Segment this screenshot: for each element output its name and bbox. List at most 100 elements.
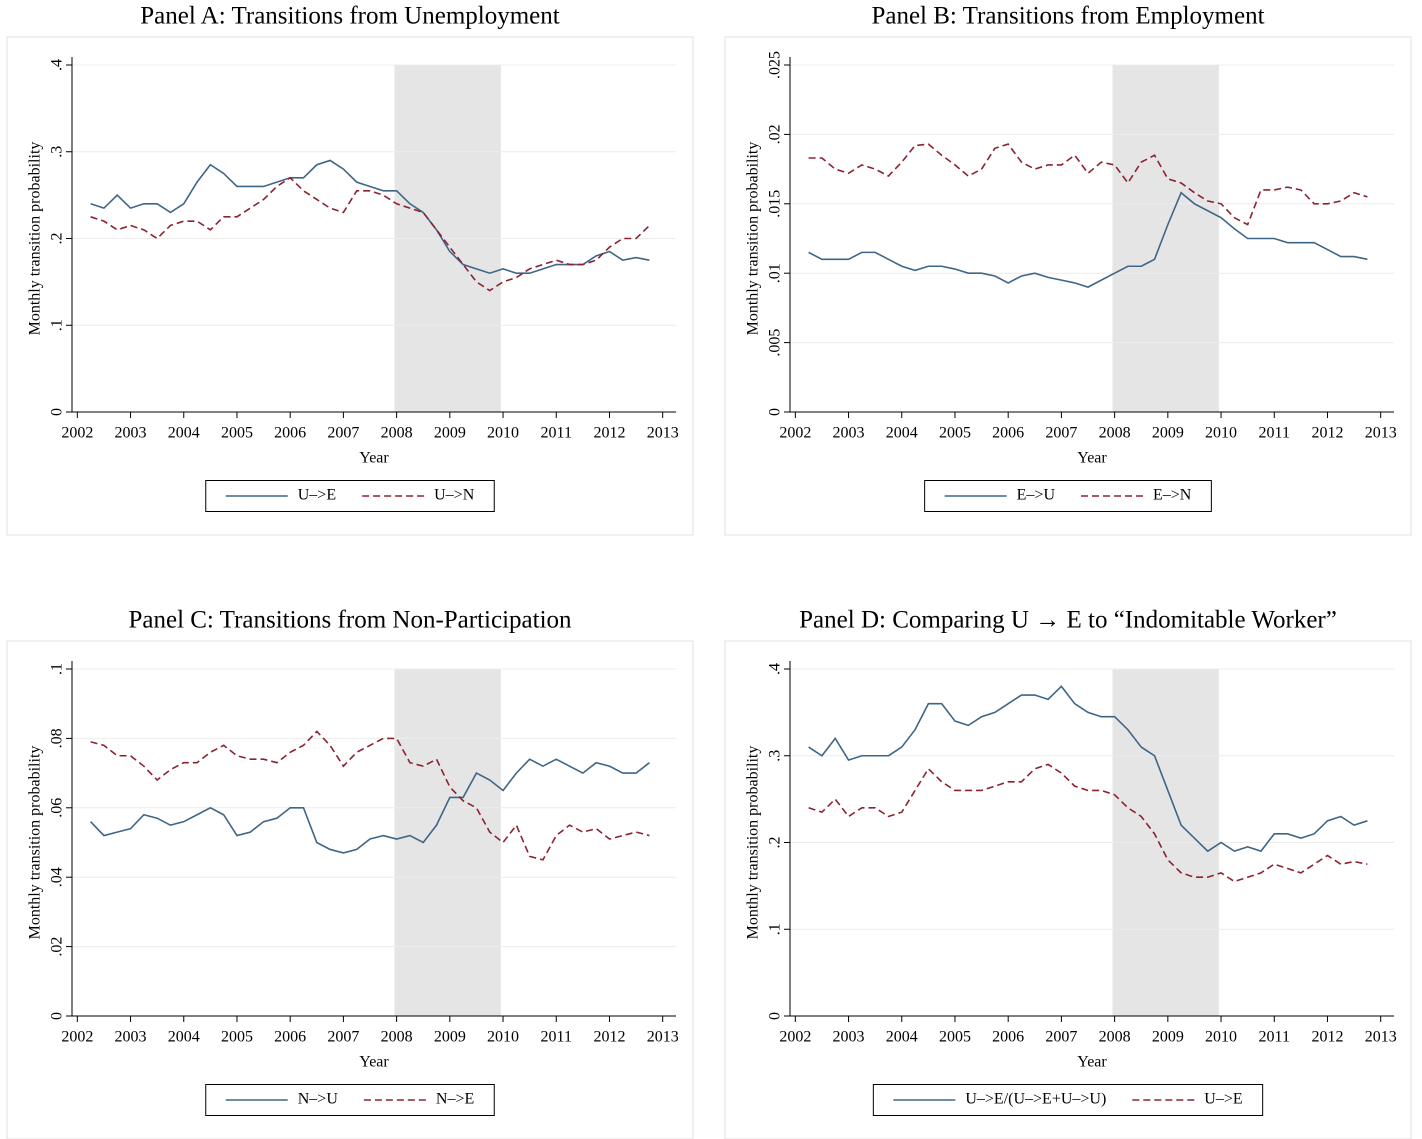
series-line — [90, 176, 650, 292]
legend-label: U–>E/(U–>E+U–>U) — [965, 1091, 1106, 1108]
y-tick-label: .04 — [49, 867, 66, 887]
x-tick-label: 2003 — [115, 1029, 147, 1046]
panel-title: Panel A: Transitions from Unemployment — [140, 3, 560, 30]
x-axis-label: Year — [359, 1054, 389, 1071]
series-line — [90, 730, 650, 861]
series-line — [808, 143, 1368, 226]
x-tick-label: 2011 — [541, 1029, 572, 1046]
x-tick-label: 2011 — [1259, 1029, 1290, 1046]
x-tick-label: 2008 — [1099, 1029, 1131, 1046]
y-tick-label: .02 — [49, 937, 66, 957]
panel-title: Panel C: Transitions from Non-Participat… — [128, 607, 572, 634]
legend-box — [205, 480, 495, 512]
legend: N–>U N–>E — [205, 1084, 495, 1116]
y-tick-label: .01 — [767, 263, 784, 283]
x-tick-label: 2011 — [541, 425, 572, 442]
x-tick-label: 2007 — [327, 425, 359, 442]
x-tick-label: 2006 — [274, 1029, 306, 1046]
y-tick-label: .4 — [767, 663, 784, 675]
x-axis-label: Year — [359, 450, 389, 467]
x-tick-label: 2002 — [779, 1029, 811, 1046]
legend-box — [924, 480, 1212, 512]
x-tick-label: 2008 — [381, 425, 413, 442]
legend-label: U–>N — [434, 487, 475, 504]
x-tick-label: 2010 — [487, 1029, 519, 1046]
y-axis-label: Monthly transition probability — [27, 746, 44, 940]
y-tick-label: .3 — [49, 146, 66, 158]
x-tick-label: 2012 — [1311, 1029, 1343, 1046]
panel-frame — [724, 36, 1412, 536]
y-tick-label: .06 — [49, 798, 66, 818]
legend-label: E–>U — [1017, 487, 1056, 504]
legend: U–>E/(U–>E+U–>U) U–>E — [872, 1084, 1264, 1116]
x-tick-label: 2005 — [221, 425, 253, 442]
legend: E–>U E–>N — [924, 480, 1212, 512]
y-tick-label: .2 — [767, 837, 784, 849]
x-tick-label: 2003 — [833, 1029, 865, 1046]
x-tick-label: 2010 — [1205, 425, 1237, 442]
x-tick-label: 2004 — [168, 425, 200, 442]
x-tick-label: 2013 — [1365, 425, 1397, 442]
x-tick-label: 2005 — [939, 1029, 971, 1046]
y-tick-label: .1 — [767, 923, 784, 935]
y-axis-label: Monthly transition probability — [745, 746, 762, 940]
x-axis-label: Year — [1077, 1054, 1107, 1071]
x-tick-label: 2010 — [487, 425, 519, 442]
x-tick-label: 2008 — [381, 1029, 413, 1046]
panel-title: Panel D: Comparing U → E to “Indomitable… — [799, 607, 1337, 634]
y-axis-label: Monthly transition probability — [745, 142, 762, 336]
x-tick-label: 2013 — [647, 425, 679, 442]
x-tick-label: 2003 — [833, 425, 865, 442]
x-tick-label: 2009 — [434, 425, 466, 442]
legend-label: E–>N — [1153, 487, 1192, 504]
x-tick-label: 2005 — [939, 425, 971, 442]
legend: U–>E U–>N — [205, 480, 495, 512]
y-tick-label: 0 — [49, 1012, 66, 1020]
y-tick-label: .02 — [767, 124, 784, 144]
x-axis-label: Year — [1077, 450, 1107, 467]
x-tick-label: 2012 — [593, 425, 625, 442]
x-tick-label: 2004 — [886, 425, 918, 442]
series-line — [808, 763, 1368, 883]
y-tick-label: .4 — [49, 59, 66, 71]
x-tick-label: 2009 — [1152, 1029, 1184, 1046]
y-tick-label: .1 — [49, 319, 66, 331]
x-tick-label: 2007 — [1045, 1029, 1077, 1046]
panel-frame — [6, 640, 694, 1139]
y-tick-label: .1 — [49, 663, 66, 675]
panel: Panel B: Transitions from Employment 0 .00… — [724, 3, 1412, 536]
y-tick-label: 0 — [49, 408, 66, 416]
series-line — [808, 191, 1368, 288]
shaded-region — [394, 669, 501, 1016]
panel-frame — [724, 640, 1412, 1139]
x-tick-label: 2005 — [221, 1029, 253, 1046]
y-tick-label: 0 — [767, 1012, 784, 1020]
y-tick-label: .025 — [767, 51, 784, 79]
x-tick-label: 2009 — [434, 1029, 466, 1046]
x-tick-label: 2008 — [1099, 425, 1131, 442]
x-tick-label: 2011 — [1259, 425, 1290, 442]
panel-title: Panel B: Transitions from Employment — [871, 3, 1264, 30]
x-tick-label: 2002 — [61, 1029, 93, 1046]
y-tick-label: .015 — [767, 190, 784, 218]
panel: Panel C: Transitions from Non-Participat… — [6, 607, 694, 1139]
legend-label: U–>E — [1204, 1091, 1242, 1108]
panel: Panel D: Comparing U → E to “Indomitable… — [724, 607, 1412, 1139]
y-axis-label: Monthly transition probability — [27, 142, 44, 336]
shaded-region — [1112, 65, 1219, 412]
x-tick-label: 2013 — [647, 1029, 679, 1046]
x-tick-label: 2006 — [274, 425, 306, 442]
x-tick-label: 2002 — [779, 425, 811, 442]
y-tick-label: .3 — [767, 750, 784, 762]
x-tick-label: 2009 — [1152, 425, 1184, 442]
x-tick-label: 2004 — [886, 1029, 918, 1046]
x-tick-label: 2010 — [1205, 1029, 1237, 1046]
panel: Panel A: Transitions from Unemployment 0.… — [6, 3, 694, 536]
x-tick-label: 2013 — [1365, 1029, 1397, 1046]
y-tick-label: .2 — [49, 233, 66, 245]
x-tick-label: 2012 — [593, 1029, 625, 1046]
x-tick-label: 2006 — [992, 1029, 1024, 1046]
legend-box — [872, 1084, 1264, 1116]
